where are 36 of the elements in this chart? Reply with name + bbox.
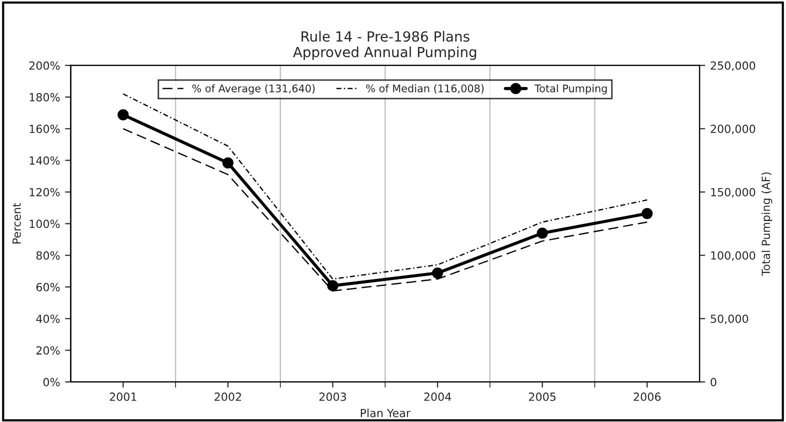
point [642,208,653,220]
point [432,267,444,279]
point [222,157,234,168]
y-tick-label: 20% [36,346,60,355]
x-tick-label: 2003 [319,392,346,401]
y2-tick-label: 250,000 [710,61,756,71]
point [118,109,129,120]
y-tick-label: 140% [30,156,60,165]
y2-axis-title: Total Pumping (AF) [761,172,772,276]
legend-label: % of Average (131,640) [192,84,315,94]
y-tick-label: 120% [30,188,60,196]
chart-title: Rule 14 - Pre-1986 Plans Approved Annual Pumping [293,30,476,60]
point [536,228,548,239]
x-tick-label: 2006 [634,392,661,401]
y-tick-label: 180% [30,93,60,102]
x-tick-label: 2005 [529,392,556,401]
legend-label: % of Median (116,008) [366,84,484,94]
y-tick-label: 100% [30,220,60,228]
y2-tick-label: 200,000 [710,124,756,134]
y-tick-label: 80% [36,251,60,260]
y-tick-label: 60% [36,282,60,292]
y-tick-label: 200% [29,61,60,70]
y-tick-label: 160% [30,124,60,134]
x-tick-label: 2001 [110,392,136,401]
y-tick-label: 40% [36,314,60,323]
y2-tick-label: 0 [710,378,716,386]
y2-tick-label: 50,000 [710,314,748,324]
y2-tick-label: 150,000 [711,188,756,198]
x-tick-label: 2002 [214,392,241,401]
y2-tick-label: 100,000 [711,251,756,261]
y-axis-title: Percent [12,203,21,244]
legend-label: Total Pumping [534,84,607,94]
x-tick-label: 2004 [424,392,452,401]
y-tick-label: 0% [43,378,60,386]
point [327,280,338,292]
x-axis-title: Plan Year [360,408,410,418]
